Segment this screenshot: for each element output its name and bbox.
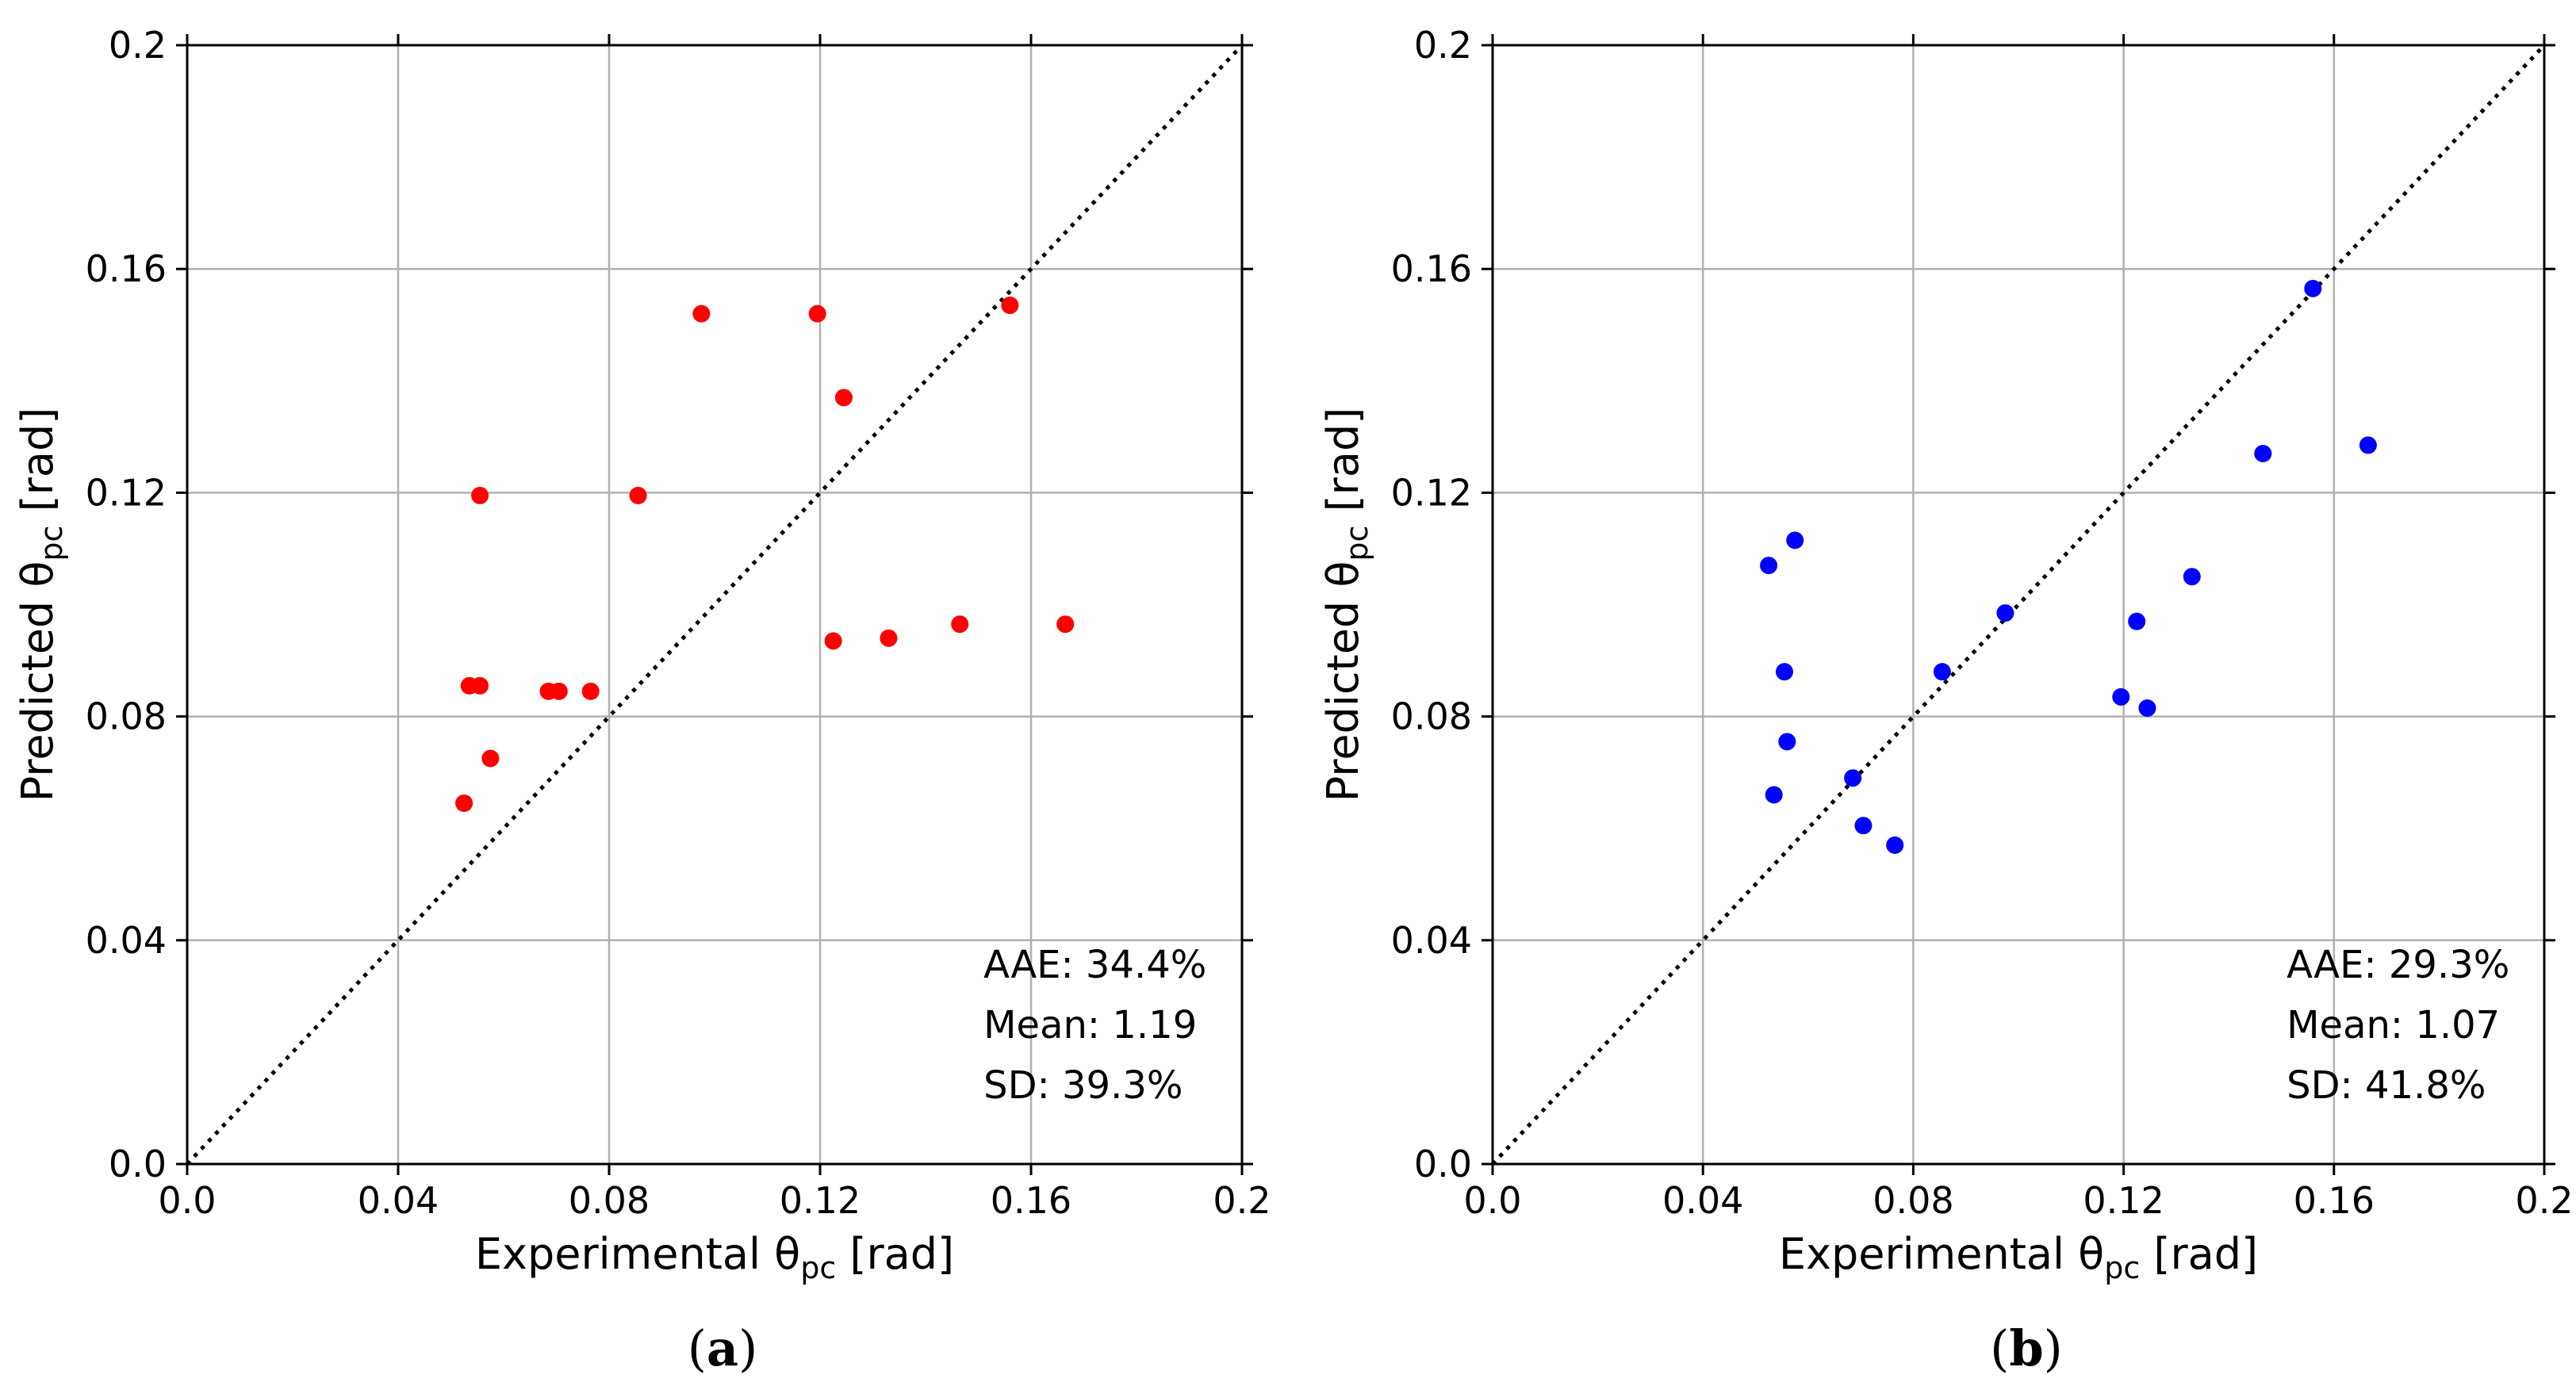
data-point <box>481 749 500 768</box>
x-tick-label: 0.2 <box>1213 1179 1271 1222</box>
data-point <box>471 486 489 504</box>
x-tick-label: 0.04 <box>1662 1179 1743 1222</box>
identity-reference-line <box>1491 44 2546 1166</box>
stats-line: Mean: 1.07 <box>2287 1003 2500 1047</box>
data-point <box>1765 786 1783 804</box>
panel-label: (b) <box>1990 1319 2063 1377</box>
y-tick-label: 0.08 <box>86 695 167 738</box>
y-axis-label: Predicted θpc [rad] <box>1318 408 1374 802</box>
plot-frame <box>186 44 1244 1166</box>
data-point <box>692 304 711 323</box>
data-point <box>471 676 489 695</box>
data-point <box>2254 445 2272 463</box>
y-tick-label: 0.16 <box>86 247 167 290</box>
data-point <box>834 389 853 407</box>
stats-line: Mean: 1.19 <box>983 1003 1197 1047</box>
y-tick-label: 0.12 <box>1391 471 1472 514</box>
x-tick-label: 0.16 <box>991 1179 1071 1222</box>
x-axis-label: Experimental θpc [rad] <box>1779 1229 2258 1285</box>
data-point <box>1844 769 1862 787</box>
y-tick-label: 0.2 <box>1414 24 1472 67</box>
x-tick-label: 0.04 <box>358 1179 439 1222</box>
x-tick-label: 0.0 <box>1463 1179 1521 1222</box>
y-tick-label: 0.16 <box>1391 247 1472 290</box>
data-point <box>1775 663 1793 681</box>
data-point <box>808 304 826 323</box>
data-point <box>2183 568 2201 586</box>
x-tick-label: 0.08 <box>1873 1179 1953 1222</box>
y-tick-label: 0.08 <box>1391 695 1472 738</box>
data-point <box>824 632 842 650</box>
data-point <box>1001 297 1019 315</box>
data-point <box>1778 733 1796 751</box>
data-point <box>2112 687 2130 706</box>
panel-a: 0.00.0 0.04 0.04 0.08 0.08 0.12 0.12 0.16 0.16 0.… <box>13 24 1271 1377</box>
stats-line: AAE: 29.3% <box>2287 943 2509 987</box>
y-tick-label: 0.0 <box>1414 1143 1472 1185</box>
y-tick-label: 0.2 <box>109 24 167 67</box>
y-tick-label: 0.12 <box>86 471 167 514</box>
x-tick-label: 0.0 <box>158 1179 216 1222</box>
data-point <box>629 486 647 504</box>
data-point <box>1996 604 2014 622</box>
data-point <box>951 615 969 634</box>
stats-line: AAE: 34.4% <box>983 943 1206 987</box>
data-point <box>1056 615 1075 634</box>
data-point <box>2138 699 2156 718</box>
data-point <box>2359 436 2377 454</box>
x-tick-label: 0.2 <box>2515 1179 2573 1222</box>
x-tick-label: 0.12 <box>2083 1179 2164 1222</box>
data-point <box>1933 663 1951 681</box>
data-point <box>2128 612 2146 630</box>
x-tick-label: 0.12 <box>780 1179 861 1222</box>
y-tick-label: 0.04 <box>86 919 167 962</box>
x-axis-label: Experimental θpc [rad] <box>475 1229 954 1285</box>
data-point <box>1786 531 1804 549</box>
stats-line: SD: 39.3% <box>983 1063 1183 1108</box>
data-point <box>880 629 898 647</box>
data-point <box>550 682 568 700</box>
x-tick-label: 0.16 <box>2294 1179 2375 1222</box>
stats-line: SD: 41.8% <box>2287 1063 2486 1108</box>
panel-label: (a) <box>688 1319 758 1377</box>
plot-frame <box>1491 44 2546 1166</box>
y-tick-label: 0.04 <box>1391 919 1472 962</box>
data-point <box>1854 817 1873 835</box>
data-point <box>2304 279 2322 297</box>
y-tick-label: 0.0 <box>109 1143 167 1185</box>
data-point <box>1886 836 1904 854</box>
y-axis-label: Predicted θpc [rad] <box>13 408 69 802</box>
data-point <box>581 682 600 700</box>
data-point <box>455 794 473 812</box>
data-point <box>1760 557 1778 575</box>
x-tick-label: 0.08 <box>569 1179 650 1222</box>
panel-b: 0.00.0 0.04 0.04 0.08 0.08 0.12 0.12 0.16 0.16 0.… <box>1318 24 2574 1377</box>
identity-reference-line <box>186 44 1244 1166</box>
